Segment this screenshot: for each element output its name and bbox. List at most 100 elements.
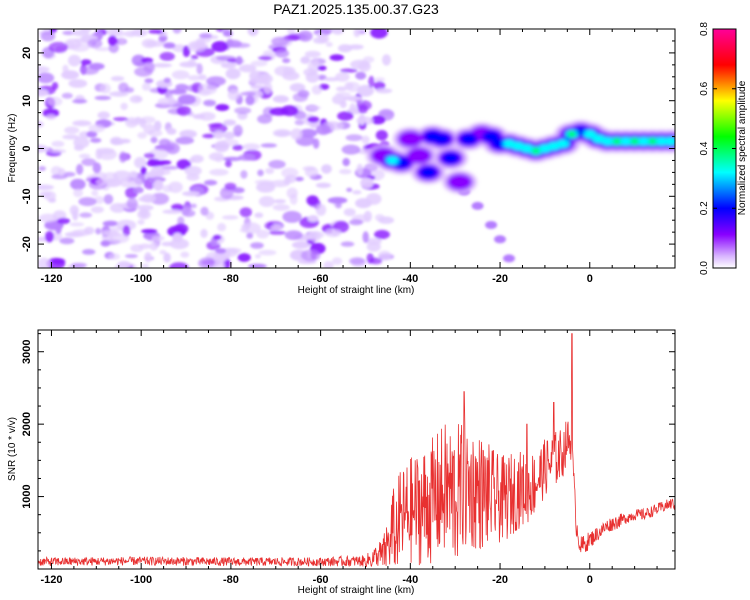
noise-blob [346, 187, 353, 192]
noise-blob [319, 34, 330, 43]
noise-blob [247, 29, 259, 37]
x-tick-label: -80 [223, 574, 239, 586]
noise-blob [238, 64, 257, 73]
noise-blob [82, 249, 96, 255]
noise-blob [223, 119, 236, 126]
noise-blob [137, 219, 145, 225]
signal-point [441, 152, 460, 165]
noise-blob [134, 186, 144, 194]
noise-blob [222, 215, 239, 220]
noise-blob [282, 58, 291, 64]
noise-blob [219, 187, 234, 199]
noise-blob [198, 83, 218, 95]
noise-blob [166, 127, 177, 135]
noise-blob [39, 213, 58, 223]
noise-blob [72, 99, 88, 104]
x-tick-label: -80 [223, 273, 239, 285]
noise-blob [144, 252, 152, 263]
noise-blob [250, 84, 264, 89]
noise-blob [246, 232, 254, 239]
noise-blob [38, 66, 50, 73]
noise-blob [374, 229, 390, 240]
noise-blob [360, 177, 374, 189]
noise-blob [88, 124, 105, 133]
noise-blob [100, 240, 111, 247]
noise-blob [321, 164, 332, 174]
noise-blob [94, 47, 111, 52]
noise-blob [69, 222, 85, 227]
noise-blob [171, 203, 184, 211]
noise-blob [327, 197, 348, 204]
noise-blob [177, 94, 196, 105]
noise-blob [48, 41, 69, 53]
noise-blob [225, 68, 241, 80]
noise-blob [285, 174, 297, 184]
noise-blob [141, 82, 151, 91]
noise-blob [222, 30, 233, 37]
noise-blob [206, 76, 226, 86]
noise-blob [190, 55, 199, 60]
noise-blob [297, 30, 313, 42]
signal-point [397, 130, 423, 148]
noise-blob [90, 206, 104, 214]
noise-blob [129, 95, 143, 104]
noise-blob [224, 182, 237, 190]
noise-blob [176, 159, 191, 170]
noise-blob [70, 43, 90, 52]
noise-blob [176, 106, 192, 116]
noise-blob [76, 163, 84, 175]
noise-blob [172, 29, 182, 34]
noise-blob [289, 83, 306, 92]
noise-blob [159, 51, 175, 61]
noise-blob [270, 224, 283, 231]
noise-blob [62, 30, 76, 36]
noise-blob [143, 152, 155, 159]
signal-point [386, 156, 399, 165]
noise-blob [188, 58, 196, 66]
noise-blob [352, 190, 362, 195]
noise-blob [140, 166, 147, 175]
y-tick-label: 3000 [21, 339, 33, 363]
noise-blob [291, 241, 311, 249]
signal-point [664, 137, 675, 146]
noise-blob [163, 42, 176, 49]
noise-blob [51, 140, 65, 147]
noise-blob [233, 124, 243, 137]
noise-blob [209, 168, 229, 176]
noise-blob [149, 176, 166, 183]
signal-point [432, 132, 451, 145]
noise-blob [307, 215, 319, 222]
noise-blob [198, 111, 216, 121]
y-tick-label: -20 [21, 236, 33, 252]
noise-blob [57, 217, 71, 225]
noise-blob [303, 68, 318, 77]
noise-blob [274, 130, 290, 137]
noise-blob [71, 262, 87, 268]
x-tick-label: -60 [313, 574, 329, 586]
noise-blob [99, 83, 111, 94]
noise-blob [304, 166, 319, 178]
noise-blob [83, 226, 95, 235]
noise-blob [158, 35, 166, 43]
noise-blob [357, 84, 374, 97]
noise-blob [239, 227, 249, 233]
noise-blob [124, 87, 135, 93]
noise-blob [79, 153, 91, 159]
x-tick-label: -120 [40, 273, 62, 285]
snr-background [38, 330, 675, 569]
noise-blob [362, 231, 369, 243]
noise-blob [173, 223, 189, 235]
spectrogram-x-axis-label: Height of straight line (km) [298, 285, 415, 296]
noise-blob [324, 228, 342, 238]
noise-blob [148, 29, 164, 34]
noise-blob [258, 196, 275, 207]
noise-blob [375, 130, 388, 141]
noise-blob [382, 54, 391, 66]
noise-blob [240, 170, 248, 179]
noise-blob [258, 249, 277, 256]
noise-blob [196, 63, 203, 75]
noise-blob [347, 44, 364, 50]
noise-blob [72, 120, 92, 127]
noise-blob [345, 134, 363, 142]
noise-blob [215, 104, 230, 111]
